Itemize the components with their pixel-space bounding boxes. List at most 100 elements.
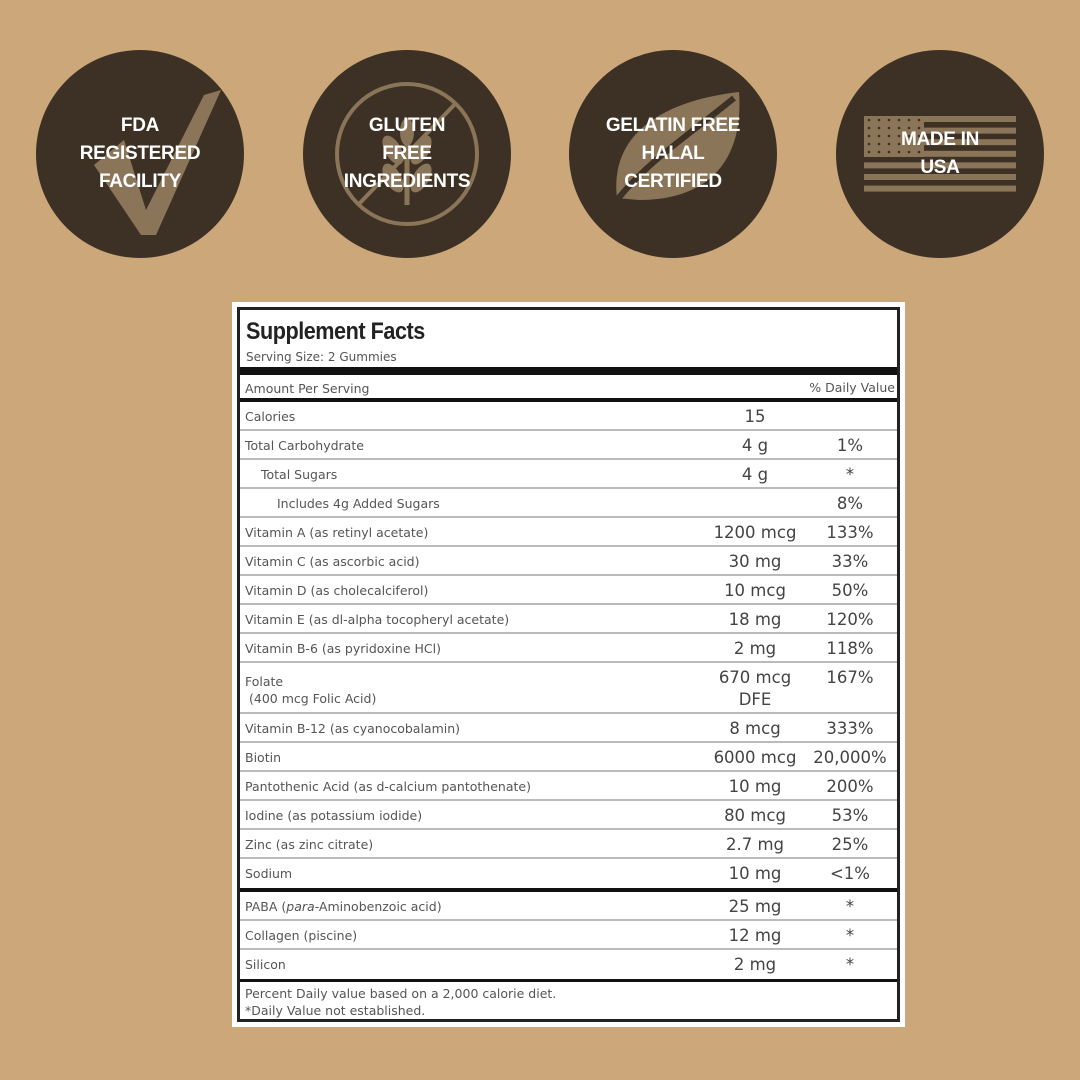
daily-value: 50%	[831, 581, 869, 600]
label-main: Vitamin E (as dl-alpha tocopheryl acetat…	[245, 612, 510, 627]
nutrient-label: Vitamin A (as retinyl acetate)	[245, 524, 428, 541]
badge-line: FDA	[120, 115, 160, 136]
badge-checkmark: FDA REGISTERED FACILITY	[36, 50, 244, 258]
amount-value: 8 mcg	[695, 718, 815, 740]
footnote: Percent Daily value based on a 2,000 cal…	[245, 986, 557, 1001]
daily-value: *	[845, 955, 855, 974]
thick-divider	[240, 888, 897, 892]
daily-value: *	[845, 926, 855, 945]
daily-value-header: % Daily Value	[809, 380, 895, 395]
footnote: *Daily Value not established.	[245, 1003, 426, 1018]
supplement-facts-table: Supplement Facts Serving Size: 2 Gummies…	[237, 307, 900, 1022]
nutrient-label: Sodium	[245, 865, 292, 882]
table-row: Pantothenic Acid (as d-calcium pantothen…	[240, 772, 897, 801]
amount-line: 8 mcg	[729, 719, 781, 738]
amount-value: 4 g	[695, 435, 815, 457]
nutrient-label: Iodine (as potassium iodide)	[245, 807, 422, 824]
badge-no-wheat: GLUTEN FREE INGREDIENTS	[303, 50, 511, 258]
daily-value: 333%	[826, 719, 874, 738]
table-row: Zinc (as zinc citrate) 2.7 mg 25%	[240, 830, 897, 859]
table-row: Vitamin C (as ascorbic acid) 30 mg 33%	[240, 547, 897, 576]
badge-leaf: GELATIN FREE HALAL CERTIFIED	[569, 50, 777, 258]
badge-text: FDA REGISTERED FACILITY	[36, 112, 244, 196]
label-main: Vitamin A (as retinyl acetate)	[245, 525, 429, 540]
amount-line: 10 mg	[728, 864, 782, 883]
amount-value: 25 mg	[695, 896, 815, 918]
badge-line: FREE	[382, 143, 432, 164]
daily-value: 1%	[836, 436, 864, 455]
label-prefix: PABA (	[245, 899, 287, 914]
daily-value: 53%	[831, 806, 869, 825]
nutrient-label: Vitamin D (as cholecalciferol)	[245, 582, 428, 599]
amount-line-2: DFE	[738, 690, 772, 709]
label-main: Total Sugars	[261, 467, 338, 482]
amount-value: 2.7 mg	[695, 834, 815, 856]
nutrient-label: Silicon	[245, 956, 286, 973]
amount-line: 15	[744, 407, 766, 426]
daily-value: 25%	[831, 835, 869, 854]
table-row: Calories 15	[240, 402, 897, 431]
nutrient-label: Vitamin B-6 (as pyridoxine HCl)	[245, 640, 441, 657]
table-row: Iodine (as potassium iodide) 80 mcg 53%	[240, 801, 897, 830]
nutrient-label: Total Sugars	[245, 466, 337, 483]
label-main: Silicon	[245, 957, 286, 972]
label-main: Vitamin D (as cholecalciferol)	[245, 583, 429, 598]
daily-value: 120%	[826, 610, 874, 629]
no-wheat-icon	[335, 82, 479, 226]
nutrient-label: Vitamin C (as ascorbic acid)	[245, 553, 419, 570]
amount-value: 12 mg	[695, 925, 815, 947]
label-main: Pantothenic Acid (as d-calcium pantothen…	[245, 779, 531, 794]
amount-line: 1200 mcg	[713, 523, 797, 542]
amount-value: 1200 mcg	[695, 522, 815, 544]
daily-value: <1%	[829, 864, 870, 883]
badge-line: HALAL	[641, 143, 705, 164]
label-main: Folate	[245, 674, 284, 689]
amount-line: 2.7 mg	[725, 835, 785, 854]
label-main: Includes 4g Added Sugars	[277, 496, 440, 511]
nutrient-label: Zinc (as zinc citrate)	[245, 836, 373, 853]
us-flag-icon	[864, 116, 1016, 192]
amount-value: 18 mg	[695, 609, 815, 631]
table-row: Biotin 6000 mcg 20,000%	[240, 743, 897, 772]
table-row: Includes 4g Added Sugars 8%	[240, 489, 897, 518]
amount-line: 25 mg	[728, 897, 782, 916]
amount-line: 2 mg	[733, 955, 777, 974]
label-suffix: -Aminobenzoic acid)	[314, 899, 442, 914]
amount-line: 4 g	[741, 436, 769, 455]
daily-value: 167%	[826, 668, 874, 687]
label-main: Zinc (as zinc citrate)	[245, 837, 374, 852]
label-main: Calories	[245, 409, 296, 424]
table-row: Vitamin D (as cholecalciferol) 10 mcg 50%	[240, 576, 897, 605]
daily-value: 200%	[826, 777, 874, 796]
badge-line: GELATIN FREE	[605, 115, 741, 136]
label-sub: (400 mcg Folic Acid)	[249, 691, 377, 706]
table-row: Folate (400 mcg Folic Acid) 670 mcg DFE 167%	[240, 663, 897, 714]
thick-divider	[240, 398, 897, 402]
nutrient-label: PABA (para-Aminobenzoic acid)	[245, 898, 442, 915]
label-main: Vitamin B-12 (as cyanocobalamin)	[245, 721, 461, 736]
amount-value: 10 mcg	[695, 580, 815, 602]
checkmark-icon	[94, 90, 221, 235]
nutrient-label: Calories	[245, 408, 295, 425]
thick-divider	[240, 367, 897, 375]
nutrient-label: Vitamin E (as dl-alpha tocopheryl acetat…	[245, 611, 509, 628]
badge-line: INGREDIENTS	[343, 171, 471, 192]
table-row: Vitamin E (as dl-alpha tocopheryl acetat…	[240, 605, 897, 634]
table-row: Vitamin B-12 (as cyanocobalamin) 8 mcg 333…	[240, 714, 897, 743]
daily-value: 33%	[831, 552, 869, 571]
badge-line: USA	[920, 157, 960, 178]
nutrient-label: Includes 4g Added Sugars	[245, 495, 440, 512]
badge-text: GELATIN FREE HALAL CERTIFIED	[569, 112, 777, 196]
badge-line: REGISTERED	[79, 143, 201, 164]
serving-size: Serving Size: 2 Gummies	[246, 350, 397, 364]
amount-value: 10 mg	[695, 776, 815, 798]
nutrient-label: Biotin	[245, 749, 281, 766]
badge-line: CERTIFIED	[624, 171, 722, 192]
amount-per-serving-label: Amount Per Serving	[245, 381, 370, 396]
amount-value: 4 g	[695, 464, 815, 486]
table-row: Total Sugars 4 g *	[240, 460, 897, 489]
badge-text: GLUTEN FREE INGREDIENTS	[303, 112, 511, 196]
label-italic: para	[286, 899, 315, 914]
amount-line: 2 mg	[733, 639, 777, 658]
nutrient-label: Pantothenic Acid (as d-calcium pantothen…	[245, 778, 531, 795]
